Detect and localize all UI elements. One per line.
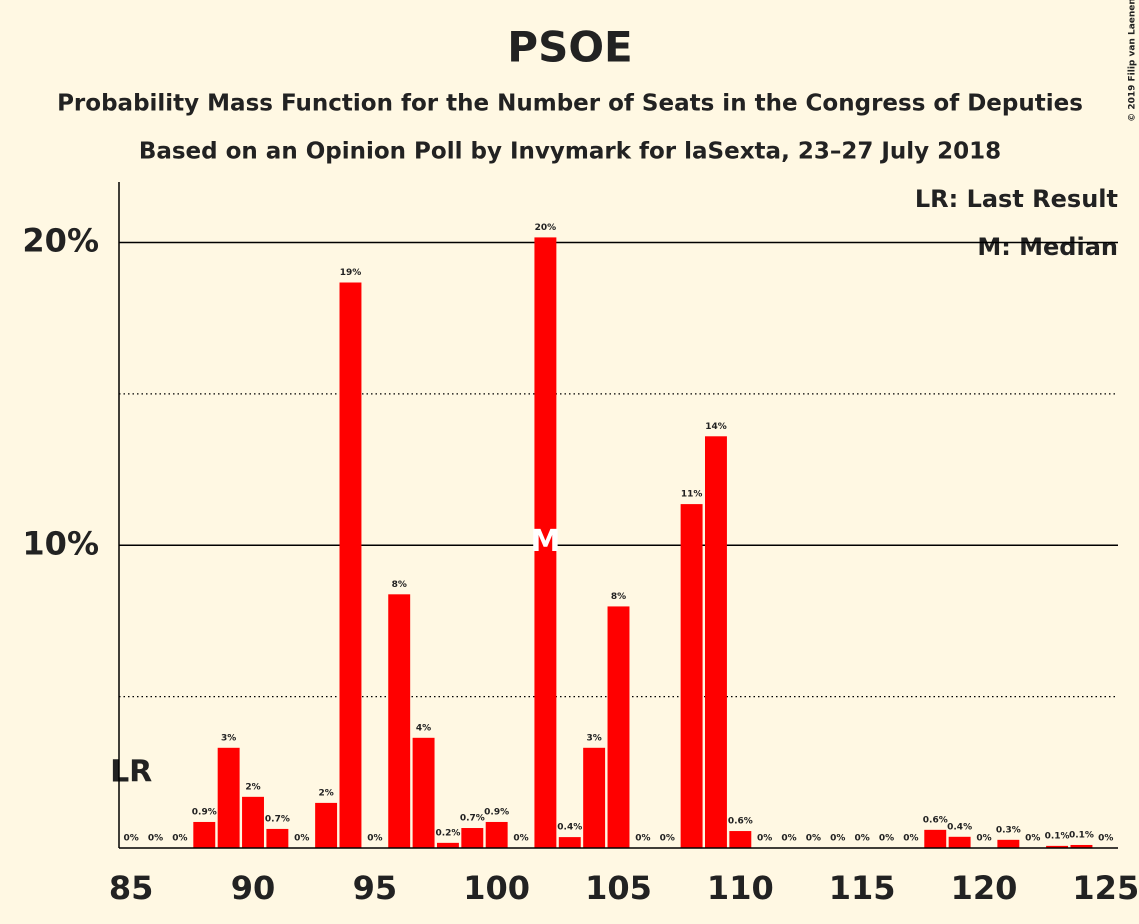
value-label: 0% (806, 834, 821, 844)
value-label: 3% (221, 733, 236, 743)
bar (339, 282, 362, 848)
value-label: 0% (1025, 834, 1040, 844)
value-label: 11% (681, 490, 703, 500)
bar (558, 837, 581, 848)
last-result-marker: LR (110, 755, 152, 790)
bar (388, 594, 411, 848)
legend-entry: M: Median (977, 233, 1118, 261)
bar (607, 606, 630, 848)
value-label: 2% (318, 788, 333, 798)
y-tick-label: 10% (22, 524, 99, 562)
value-label: 0% (635, 834, 650, 844)
bar (217, 747, 240, 848)
value-label: 0% (660, 834, 675, 844)
bar (583, 747, 606, 848)
bar (1046, 845, 1069, 848)
value-label: 0.6% (728, 817, 753, 827)
bar (193, 821, 216, 848)
value-label: 0% (1098, 834, 1113, 844)
chart-title: PSOE (507, 23, 632, 72)
bar (534, 237, 557, 848)
value-label: 0% (855, 834, 870, 844)
value-label: 0% (830, 834, 845, 844)
value-label: 2% (245, 782, 260, 792)
value-label: 0% (781, 834, 796, 844)
value-label: 0% (172, 834, 187, 844)
bar (997, 839, 1020, 848)
y-tick-label: 20% (22, 222, 99, 260)
value-label: 0.9% (192, 807, 217, 817)
copyright: © 2019 Filip van Laenen (1128, 0, 1138, 122)
x-tick-label: 125 (1072, 869, 1139, 907)
value-label: 0% (367, 834, 382, 844)
bar (315, 802, 338, 848)
x-tick-label: 90 (231, 869, 276, 907)
subtitle: Probability Mass Function for the Number… (57, 91, 1083, 117)
bar (729, 831, 752, 848)
bar (412, 737, 435, 848)
value-label: 0% (903, 834, 918, 844)
bar (948, 836, 971, 848)
value-label: 0% (976, 834, 991, 844)
bar (242, 796, 264, 848)
x-tick-label: 110 (707, 869, 774, 907)
x-tick-label: 95 (353, 869, 398, 907)
legend-entry: LR: Last Result (915, 185, 1118, 213)
bar (704, 436, 727, 848)
value-label: 0.2% (435, 828, 460, 838)
value-label: 3% (586, 733, 601, 743)
value-label: 0.7% (265, 814, 290, 824)
value-label: 14% (705, 422, 727, 432)
value-label: 0% (513, 834, 528, 844)
value-label: 8% (611, 592, 626, 602)
value-label: 0.3% (996, 825, 1021, 835)
value-label: 0.4% (947, 822, 972, 832)
x-tick-label: 105 (585, 869, 652, 907)
value-label: 0.1% (1045, 831, 1070, 841)
value-label: 0% (294, 834, 309, 844)
value-label: 0% (124, 834, 139, 844)
x-tick-label: 120 (951, 869, 1018, 907)
x-tick-label: 85 (109, 869, 154, 907)
value-label: 0.7% (460, 814, 485, 824)
bar (461, 828, 484, 848)
value-label: 0.4% (557, 823, 582, 833)
value-label: 0.9% (484, 807, 509, 817)
value-label: 0% (148, 834, 163, 844)
x-tick-label: 100 (463, 869, 530, 907)
bar (680, 504, 703, 848)
value-label: 0.6% (923, 815, 948, 825)
bar (266, 828, 289, 848)
value-label: 19% (340, 268, 362, 278)
value-label: 0% (757, 834, 772, 844)
x-tick-label: 115 (829, 869, 896, 907)
value-label: 20% (535, 223, 557, 233)
bar (924, 829, 947, 848)
subtitle: Based on an Opinion Poll by Invymark for… (139, 139, 1001, 165)
median-marker: M (530, 524, 560, 559)
bar (485, 821, 508, 848)
bar (1070, 844, 1093, 848)
bar (436, 842, 459, 848)
value-label: 0% (879, 834, 894, 844)
value-label: 4% (416, 723, 431, 733)
value-label: 0.1% (1069, 830, 1094, 840)
value-label: 8% (392, 580, 407, 590)
